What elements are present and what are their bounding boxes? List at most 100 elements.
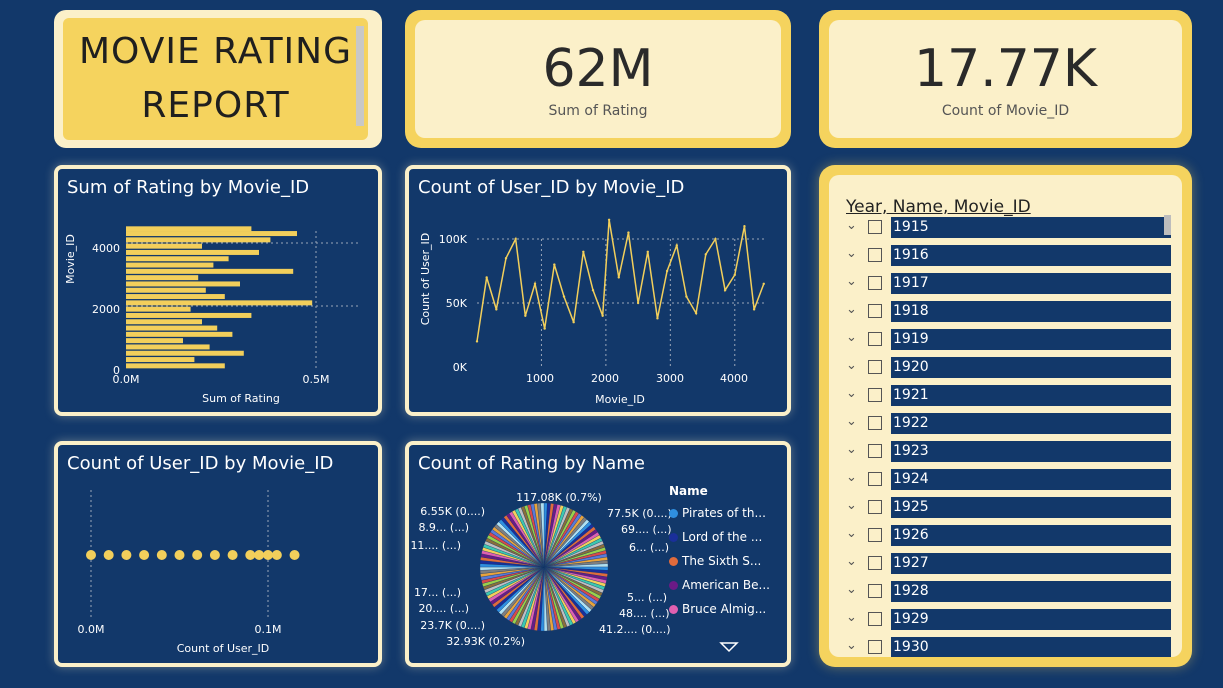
line-point[interactable] — [752, 308, 756, 311]
scatter-point[interactable] — [139, 550, 150, 560]
slicer-item[interactable]: ⌄ 1925 — [829, 497, 1171, 519]
bar[interactable] — [126, 344, 210, 350]
line-point[interactable] — [475, 340, 479, 343]
legend-item[interactable]: Bruce Almig... — [669, 602, 766, 616]
bar[interactable] — [126, 338, 183, 344]
slicer-item[interactable]: ⌄ 1915 — [829, 217, 1171, 239]
line-point[interactable] — [665, 269, 669, 273]
bar[interactable] — [126, 231, 297, 237]
line-point[interactable] — [627, 231, 630, 234]
slicer-checkbox[interactable] — [868, 276, 882, 290]
line-point[interactable] — [636, 301, 640, 305]
bar[interactable] — [126, 306, 191, 312]
bar[interactable] — [126, 300, 313, 306]
legend-item[interactable]: The Sixth S... — [669, 554, 761, 568]
chart-sum-rating-by-movie[interactable]: Movie_ID 4000 2000 0 0.0M 0.5M Sum of Ra… — [54, 165, 382, 416]
line-point[interactable] — [591, 289, 595, 292]
legend-item[interactable]: Pirates of th... — [669, 506, 766, 520]
bar[interactable] — [126, 256, 229, 262]
slicer-checkbox[interactable] — [868, 332, 882, 346]
slicer-checkbox[interactable] — [868, 444, 882, 458]
slicer-checkbox[interactable] — [868, 304, 882, 318]
line-point[interactable] — [601, 314, 604, 317]
legend-item[interactable]: American Be... — [669, 578, 770, 592]
slicer-item[interactable]: ⌄ 1920 — [829, 357, 1171, 379]
line-point[interactable] — [714, 237, 717, 241]
bar[interactable] — [126, 275, 199, 281]
scatter-point[interactable] — [227, 550, 238, 560]
line-point[interactable] — [485, 276, 488, 279]
slicer-checkbox[interactable] — [868, 584, 882, 598]
chart-count-rating-by-name[interactable]: 117.08K (0.7%) 32.93K (0.2%) 6.55K (0...… — [405, 441, 791, 667]
line-series[interactable] — [476, 219, 765, 342]
bar[interactable] — [126, 287, 206, 293]
chart-count-user-line[interactable]: Count of User_ID 100K 50K 0K 1000 2000 3… — [405, 165, 791, 416]
line-point[interactable] — [762, 282, 765, 285]
line-point[interactable] — [704, 253, 707, 256]
line-point[interactable] — [675, 244, 678, 247]
line-point[interactable] — [553, 263, 556, 266]
chevron-down-icon[interactable]: ⌄ — [846, 498, 857, 513]
slicer-checkbox[interactable] — [868, 612, 882, 626]
chevron-down-icon[interactable]: ⌄ — [846, 582, 857, 597]
line-point[interactable] — [694, 312, 698, 315]
slicer-checkbox[interactable] — [868, 220, 882, 234]
bar[interactable] — [126, 268, 294, 274]
scatter-point[interactable] — [103, 550, 114, 560]
slicer-item[interactable]: ⌄ 1926 — [829, 525, 1171, 547]
line-point[interactable] — [533, 282, 537, 285]
slicer-item[interactable]: ⌄ 1921 — [829, 385, 1171, 407]
line-point[interactable] — [646, 250, 649, 253]
line-point[interactable] — [656, 317, 659, 320]
line-point[interactable] — [733, 273, 736, 277]
slicer-item[interactable]: ⌄ 1918 — [829, 301, 1171, 323]
slicer-checkbox[interactable] — [868, 500, 882, 514]
bar[interactable] — [126, 237, 271, 243]
slicer-checkbox[interactable] — [868, 360, 882, 374]
scatter-point[interactable] — [121, 550, 132, 560]
scatter-point[interactable] — [192, 550, 203, 560]
bar[interactable] — [126, 243, 202, 249]
slicer-item[interactable]: ⌄ 1930 — [829, 637, 1171, 657]
chevron-down-icon[interactable]: ⌄ — [846, 526, 857, 541]
chevron-down-icon[interactable]: ⌄ — [846, 386, 857, 401]
line-point[interactable] — [582, 250, 585, 253]
slicer-checkbox[interactable] — [868, 472, 882, 486]
slicer-item[interactable]: ⌄ 1919 — [829, 329, 1171, 351]
scroll-down-icon[interactable] — [719, 642, 739, 653]
slicer-item[interactable]: ⌄ 1928 — [829, 581, 1171, 603]
slicer-checkbox[interactable] — [868, 388, 882, 402]
bar[interactable] — [126, 350, 244, 356]
scatter-point[interactable] — [245, 550, 256, 560]
legend-item[interactable]: Lord of the ... — [669, 530, 762, 544]
chevron-down-icon[interactable]: ⌄ — [846, 638, 857, 653]
line-point[interactable] — [743, 225, 746, 228]
scatter-point[interactable] — [289, 550, 300, 560]
slicer-item[interactable]: ⌄ 1917 — [829, 273, 1171, 295]
bar[interactable] — [126, 226, 252, 232]
line-point[interactable] — [617, 276, 620, 279]
scatter-point[interactable] — [86, 550, 96, 560]
line-point[interactable] — [723, 289, 727, 292]
slicer-checkbox[interactable] — [868, 528, 882, 542]
line-point[interactable] — [607, 218, 611, 221]
chevron-down-icon[interactable]: ⌄ — [846, 330, 857, 345]
bar[interactable] — [126, 331, 233, 337]
slicer-scrollbar[interactable] — [1164, 215, 1171, 235]
slicer-checkbox[interactable] — [868, 416, 882, 430]
scatter-point[interactable] — [209, 550, 220, 560]
slicer-item[interactable]: ⌄ 1929 — [829, 609, 1171, 631]
chevron-down-icon[interactable]: ⌄ — [846, 610, 857, 625]
chevron-down-icon[interactable]: ⌄ — [846, 554, 857, 569]
bar[interactable] — [126, 294, 225, 300]
slicer-item[interactable]: ⌄ 1924 — [829, 469, 1171, 491]
bar[interactable] — [126, 319, 202, 325]
chevron-down-icon[interactable]: ⌄ — [846, 302, 857, 317]
chevron-down-icon[interactable]: ⌄ — [846, 218, 857, 233]
line-point[interactable] — [572, 321, 575, 324]
bar[interactable] — [126, 357, 195, 363]
line-point[interactable] — [562, 295, 566, 298]
bar[interactable] — [126, 312, 252, 318]
scatter-point[interactable] — [254, 550, 265, 560]
title-scrollbar[interactable] — [356, 26, 364, 126]
